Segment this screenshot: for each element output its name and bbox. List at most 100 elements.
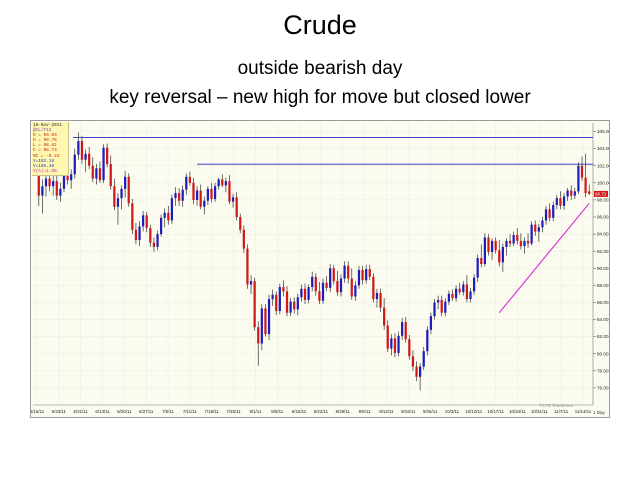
candle-up (142, 215, 145, 227)
candle-up (365, 269, 368, 281)
candle-up (501, 246, 504, 263)
candle-up (206, 188, 209, 201)
candle-up (300, 288, 303, 298)
x-tick-label: 10/3/11 (445, 409, 460, 414)
candle-up (267, 299, 271, 335)
candle-down (228, 181, 231, 202)
candle-down (199, 190, 202, 207)
candle-up (523, 240, 526, 247)
x-tick-label: 8/8/11 (271, 409, 283, 414)
period-label: 1 Day (593, 410, 605, 415)
candle-down (55, 181, 58, 196)
candle-down (411, 356, 415, 367)
candle-up (77, 140, 80, 155)
candle-down (559, 198, 562, 206)
x-tick-label: 7/18/11 (205, 409, 220, 414)
y-tick-label: 80.00 (597, 351, 609, 356)
x-tick-label: 6/27/11 (139, 409, 154, 414)
candle-down (37, 170, 40, 196)
slide-note: key reversal – new high for move but clo… (109, 87, 531, 108)
info-study-1: V=102.18 (33, 158, 55, 164)
candle-up (555, 198, 558, 206)
candle-up (124, 176, 127, 189)
candle-up (231, 197, 235, 202)
x-tick-label: 10/31/11 (531, 409, 548, 414)
candle-up (469, 291, 472, 300)
watermark: TCTS TeleSeries (539, 403, 573, 408)
candle-up (170, 198, 174, 221)
candle-down (487, 237, 490, 253)
slide-subtitle: outside bearish day (237, 58, 403, 79)
candle-up (566, 190, 569, 197)
candle-up (436, 299, 440, 303)
candle-down (519, 240, 522, 247)
candle-down (152, 242, 156, 247)
candle-up (289, 301, 292, 313)
candle-down (580, 165, 584, 178)
x-tick-label: 11/14/11 (575, 409, 592, 414)
candle-down (508, 240, 512, 244)
candle-down (303, 288, 307, 300)
candle-up (490, 240, 494, 253)
candle-down (253, 281, 256, 328)
candle-up (70, 174, 73, 181)
candle-up (472, 277, 476, 292)
candle-up (249, 281, 253, 285)
candle-down (393, 338, 397, 353)
candle-down (372, 276, 375, 300)
candle-down (109, 164, 112, 187)
x-tick-label: 8/22/11 (314, 409, 329, 414)
x-tick-label: 9/26/11 (423, 409, 438, 414)
candle-up (62, 171, 66, 189)
candle-down (386, 325, 389, 349)
x-tick-label: 8/29/11 (336, 409, 351, 414)
candle-down (145, 215, 148, 229)
candle-down (106, 147, 109, 165)
y-tick-label: 102.00 (597, 163, 609, 168)
candle-up (562, 196, 566, 206)
uptrend-line (498, 202, 590, 314)
candle-up (73, 154, 76, 175)
candle-down (127, 176, 130, 204)
last-price-marker (594, 190, 608, 197)
x-tick-label: 9/12/11 (379, 409, 394, 414)
candle-down (440, 299, 443, 313)
x-tick-label: 8/1/11 (249, 409, 261, 414)
candle-up (483, 237, 486, 264)
candle-down (48, 178, 51, 187)
candle-up (429, 316, 433, 330)
x-tick-label: 7/5/11 (162, 409, 174, 414)
candle-down (534, 224, 537, 232)
candle-up (120, 188, 123, 199)
candle-down (80, 140, 84, 160)
candle-down (458, 288, 461, 293)
candle-down (465, 284, 469, 300)
candle-down (368, 269, 371, 277)
candle-up (44, 178, 48, 187)
x-tick-label: 9/6/11 (359, 409, 371, 414)
candle-down (246, 248, 249, 285)
candle-up (401, 322, 404, 336)
candle-up (454, 288, 458, 299)
y-tick-label: 88.00 (597, 283, 609, 288)
candle-up (476, 258, 479, 278)
info-study-3: V(A)=1.0% (33, 168, 57, 174)
candle-up (505, 240, 508, 247)
candle-up (224, 181, 227, 186)
candle-up (573, 191, 576, 196)
candle-down (498, 250, 501, 263)
x-tick-label: 10/24/11 (509, 409, 526, 414)
candle-down (131, 203, 134, 230)
candle-down (336, 281, 339, 293)
last-price-label: 98.73 (595, 192, 607, 197)
candle-up (433, 302, 436, 317)
candle-up (102, 147, 105, 181)
candlestick-chart: 76.00 78.00 80.00 82.00 84.00 86.00 88.00 90.00… (30, 120, 610, 418)
y-tick-label: 82.00 (597, 334, 609, 339)
candle-up (260, 308, 263, 344)
candle-down (494, 240, 497, 251)
y-tick-label: 90.00 (597, 266, 609, 271)
candle-up (422, 351, 425, 367)
candle-up (116, 198, 120, 207)
candle-up (426, 329, 429, 352)
